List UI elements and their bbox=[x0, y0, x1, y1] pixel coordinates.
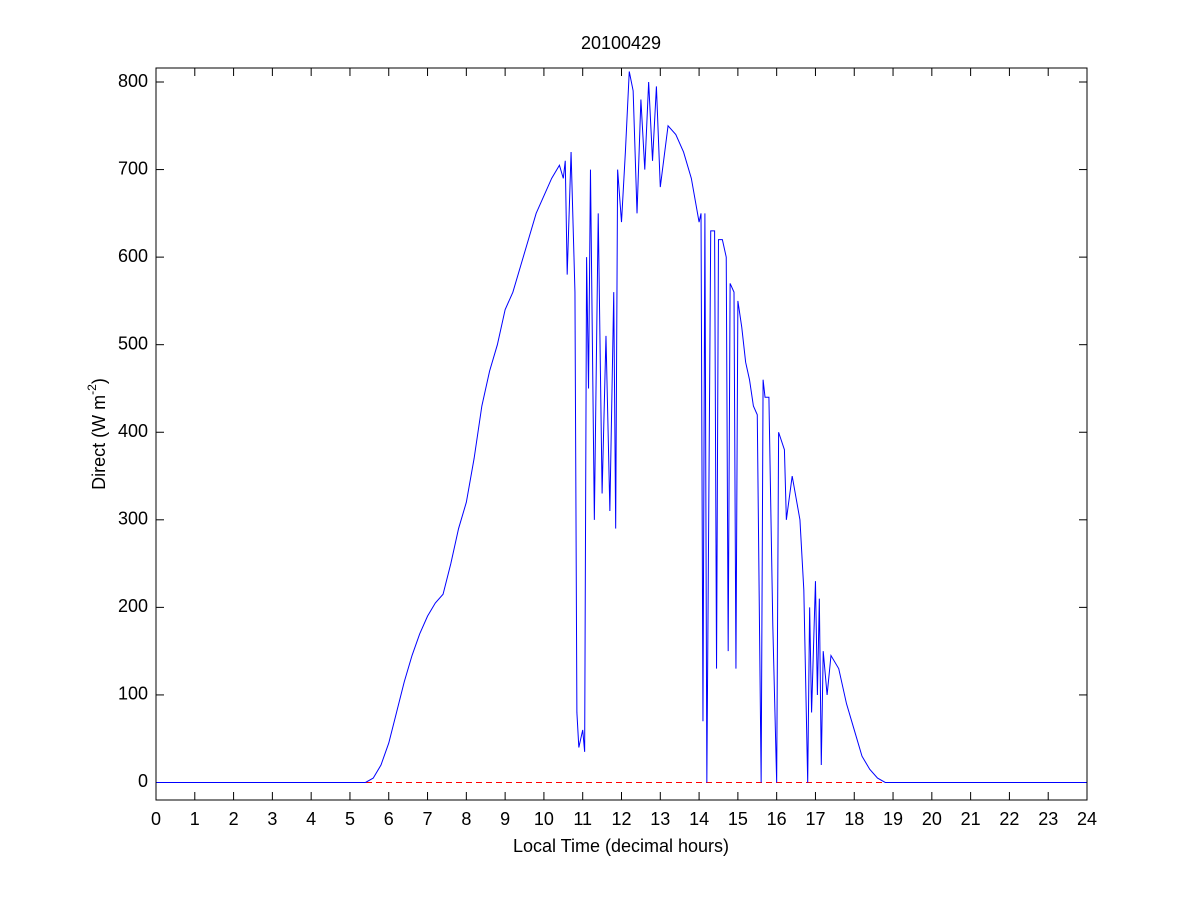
x-tick-label: 12 bbox=[611, 809, 631, 829]
y-tick-label: 400 bbox=[118, 421, 148, 441]
y-tick-label: 500 bbox=[118, 333, 148, 353]
x-tick-label: 10 bbox=[534, 809, 554, 829]
x-axis-label: Local Time (decimal hours) bbox=[513, 836, 729, 856]
x-tick-label: 5 bbox=[345, 809, 355, 829]
x-tick-label: 15 bbox=[728, 809, 748, 829]
y-label-end: ) bbox=[89, 378, 109, 384]
y-axis-label: Direct (W m-2) bbox=[85, 378, 109, 490]
x-tick-label: 14 bbox=[689, 809, 709, 829]
plot-frame bbox=[155, 67, 1088, 801]
y-tick-label: 700 bbox=[118, 158, 148, 178]
data-line bbox=[156, 71, 1087, 783]
x-tick-label: 7 bbox=[423, 809, 433, 829]
y-tick-label: 300 bbox=[118, 509, 148, 529]
x-tick-label: 18 bbox=[844, 809, 864, 829]
x-tick-label: 1 bbox=[190, 809, 200, 829]
y-tick-label: 600 bbox=[118, 246, 148, 266]
x-tick-label: 16 bbox=[767, 809, 787, 829]
x-tick-label: 0 bbox=[151, 809, 161, 829]
x-tick-label: 20 bbox=[922, 809, 942, 829]
x-tick-label: 22 bbox=[999, 809, 1019, 829]
x-tick-label: 4 bbox=[306, 809, 316, 829]
x-tick-label: 9 bbox=[500, 809, 510, 829]
x-tick-label: 3 bbox=[267, 809, 277, 829]
x-tick-label: 21 bbox=[961, 809, 981, 829]
chart-title: 20100429 bbox=[581, 33, 661, 53]
x-tick-label: 2 bbox=[229, 809, 239, 829]
x-tick-label: 24 bbox=[1077, 809, 1097, 829]
x-tick-label: 8 bbox=[461, 809, 471, 829]
y-tick-label: 0 bbox=[138, 771, 148, 791]
y-tick-label: 800 bbox=[118, 71, 148, 91]
x-tick-label: 17 bbox=[805, 809, 825, 829]
y-tick-label: 200 bbox=[118, 596, 148, 616]
x-tick-label: 13 bbox=[650, 809, 670, 829]
y-label-text: Direct (W m bbox=[89, 395, 109, 490]
x-tick-label: 19 bbox=[883, 809, 903, 829]
x-tick-label: 23 bbox=[1038, 809, 1058, 829]
y-label-sup: -2 bbox=[85, 384, 99, 395]
y-tick-label: 100 bbox=[118, 684, 148, 704]
x-tick-label: 11 bbox=[573, 809, 592, 829]
x-tick-label: 6 bbox=[384, 809, 394, 829]
